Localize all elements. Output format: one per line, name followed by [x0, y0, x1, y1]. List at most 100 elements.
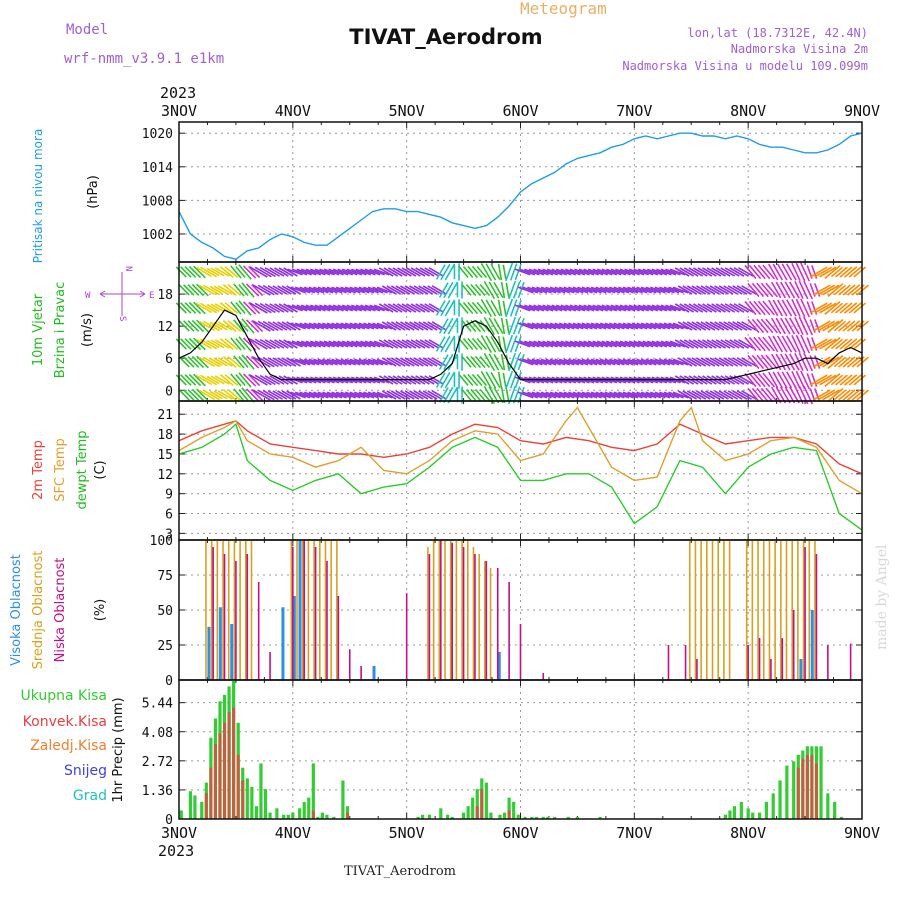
precip-bar-1 — [209, 767, 213, 819]
wind-arrow — [406, 339, 421, 349]
wind-arrow — [830, 266, 844, 278]
precip-bar-0 — [732, 806, 737, 819]
wind-arrow — [554, 358, 570, 366]
wind-arrow — [577, 286, 593, 294]
wind-arrow — [838, 389, 851, 401]
wind-arrow — [827, 283, 844, 297]
wind-arrow — [533, 304, 549, 312]
wind-arrow — [206, 339, 220, 349]
wind-arrow — [592, 340, 608, 348]
precip-bar-0 — [179, 810, 183, 819]
wind-arrow — [729, 267, 745, 277]
wind-arrow — [317, 391, 334, 399]
precip-bar-0 — [723, 814, 727, 819]
wind-arrow — [756, 318, 769, 334]
temp-ytick-label: 12 — [157, 468, 173, 483]
model-value: wrf-nmm_v3.9.1 e1km — [64, 51, 224, 67]
wind-arrow — [373, 268, 390, 276]
wind-arrow — [846, 389, 861, 401]
wind-arrow — [461, 389, 472, 401]
wind-arrow — [313, 322, 329, 330]
wind-arrow — [214, 375, 230, 385]
wind-arrow — [554, 322, 570, 330]
wind-arrow — [554, 391, 570, 399]
wind-arrow — [376, 286, 393, 294]
wind-arrow — [798, 352, 809, 372]
precip-bar-0 — [275, 808, 279, 819]
wind-arrow — [188, 301, 202, 315]
wind-arrow — [363, 322, 379, 330]
wind-arrow — [409, 321, 424, 331]
bottom-tick-label: 6NOV — [502, 824, 538, 842]
wind-arrow — [738, 339, 754, 349]
wind-arrow — [762, 372, 776, 388]
wind-arrow — [222, 388, 237, 402]
wind-ytick-label: 0 — [165, 384, 173, 399]
wind-arrow — [756, 387, 769, 403]
wind-arrow — [767, 263, 779, 281]
wind-arrow — [363, 358, 379, 366]
wind-arrow — [210, 303, 225, 313]
wind-arrow — [233, 388, 245, 402]
wind-arrow — [604, 358, 621, 366]
wind-arrow — [485, 263, 497, 281]
wind-arrow — [193, 265, 206, 279]
wind-arrow — [294, 286, 311, 294]
wind-arrow — [631, 391, 648, 399]
wind-arrow — [637, 340, 654, 348]
compass-east-label: E — [149, 291, 154, 301]
wind-arrow — [822, 320, 840, 332]
wind-arrow — [586, 358, 602, 366]
wind-arrow — [578, 268, 595, 276]
wind-arrow — [497, 299, 503, 317]
wind-arrow — [642, 304, 659, 312]
wind-arrow — [551, 268, 567, 276]
temp-ytick-label: 15 — [157, 448, 173, 463]
wind-arrow — [283, 267, 298, 277]
bottom-year-label: 2023 — [158, 842, 194, 860]
wind-arrow — [183, 389, 195, 401]
wind-arrow — [767, 335, 779, 353]
wind-arrow — [344, 358, 361, 366]
wind-arrow — [278, 303, 294, 313]
wind-arrow — [709, 285, 725, 295]
wind-arrow — [431, 285, 447, 295]
wind-arrow — [738, 267, 754, 277]
wind-arrow — [536, 358, 552, 366]
wind-arrow — [604, 286, 621, 294]
precip-bar-0 — [553, 816, 557, 819]
precip-bar-0 — [512, 801, 516, 819]
wind-arrow — [493, 353, 504, 371]
wind-arrow — [401, 303, 417, 313]
wind-arrow — [509, 335, 518, 353]
wind-arrow — [618, 358, 634, 366]
wind-arrow — [387, 339, 403, 349]
wind-arrow — [791, 262, 801, 282]
wind-arrow — [314, 304, 331, 312]
wind-arrow — [776, 335, 788, 353]
wind-arrow — [660, 268, 677, 276]
wind-arrow — [724, 375, 740, 385]
wind-arrow — [654, 322, 671, 330]
wind-arrow — [319, 340, 335, 348]
wind-arrow — [751, 387, 765, 403]
wind-arrow — [200, 374, 218, 386]
wind-arrow — [238, 355, 249, 369]
wind-arrow — [310, 304, 326, 312]
wind-arrow — [706, 303, 722, 313]
wind-arrow — [558, 358, 575, 366]
wind-arrow — [819, 266, 837, 278]
wind-arrow — [435, 264, 446, 280]
wind-arrow — [428, 339, 444, 349]
wind-arrow — [718, 390, 734, 400]
wind-arrow — [565, 340, 581, 348]
temp-ytick-label: 18 — [157, 428, 173, 443]
wind-arrow — [660, 340, 677, 348]
wind-arrow — [563, 358, 580, 366]
wind-arrow — [196, 266, 213, 278]
wind-arrow — [196, 319, 209, 333]
wind-arrow — [364, 304, 381, 312]
wind-arrow — [479, 388, 491, 402]
wind-arrow — [587, 268, 604, 276]
wind-arrow — [373, 340, 390, 348]
